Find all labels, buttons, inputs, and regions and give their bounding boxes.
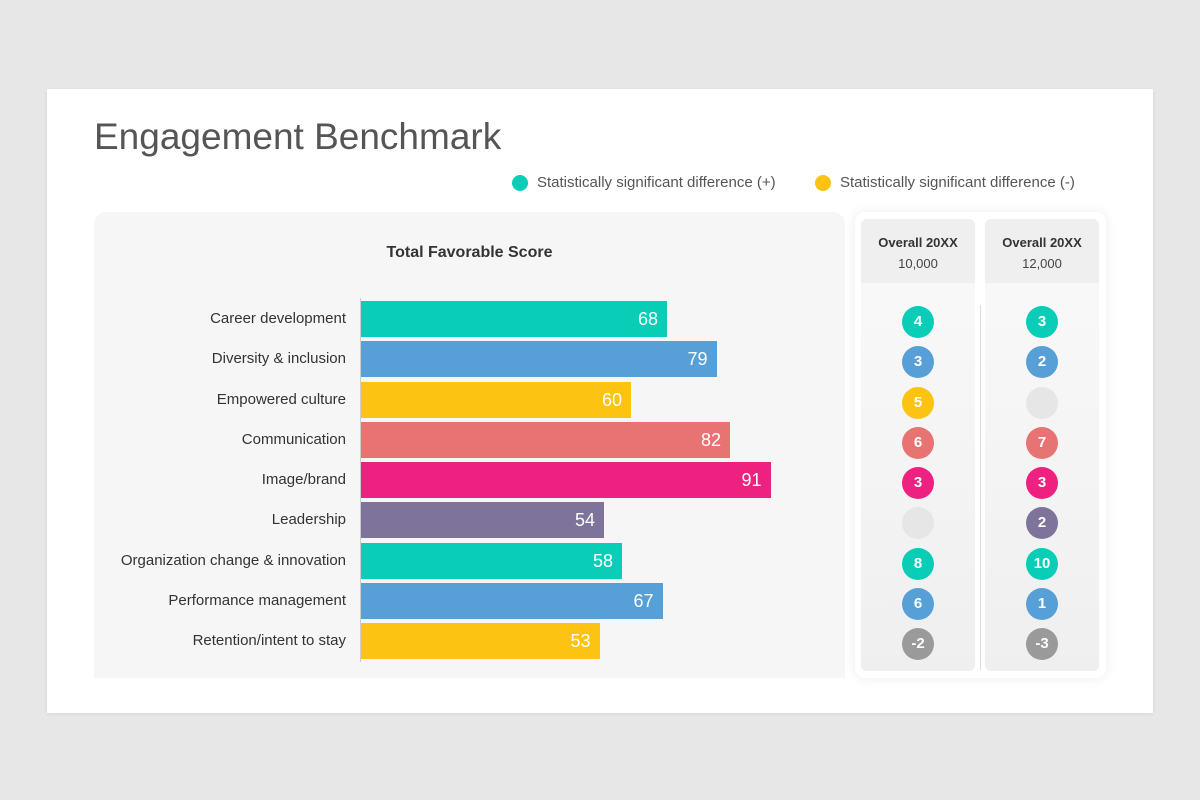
category-label: Organization change & innovation <box>120 552 346 569</box>
difference-badge: 8 <box>902 548 934 580</box>
legend-item-positive: Statistically significant difference (+) <box>512 174 776 191</box>
bar: 68 <box>361 301 667 337</box>
column-header: Overall 20XX 10,000 <box>861 219 975 283</box>
difference-badge: 7 <box>1026 427 1058 459</box>
difference-badge: 6 <box>902 588 934 620</box>
difference-badge: -3 <box>1026 628 1058 660</box>
category-label: Leadership <box>271 511 346 528</box>
difference-badge: 2 <box>1026 346 1058 378</box>
bar: 53 <box>361 623 600 659</box>
difference-badge: 3 <box>902 346 934 378</box>
category-label: Career development <box>210 310 346 327</box>
bar: 79 <box>361 341 717 377</box>
y-axis-line <box>360 298 361 662</box>
difference-badge: 4 <box>902 306 934 338</box>
chart-title: Total Favorable Score <box>386 244 553 261</box>
difference-badge: 3 <box>1026 306 1058 338</box>
bar-value-label: 54 <box>574 510 595 530</box>
difference-badge: -2 <box>902 628 934 660</box>
bar: 58 <box>361 543 622 579</box>
legend-dot <box>512 174 528 191</box>
bar-value-label: 67 <box>633 591 654 611</box>
category-label: Communication <box>241 431 346 448</box>
empty-difference-badge <box>1026 387 1058 419</box>
difference-badge: 3 <box>902 467 934 499</box>
column-title: Overall 20XX <box>1002 235 1082 250</box>
legend-label: Statistically significant difference (+) <box>537 174 776 191</box>
bar: 82 <box>361 422 730 458</box>
bar-value-label: 58 <box>592 551 613 571</box>
category-label: Retention/intent to stay <box>192 632 346 649</box>
category-label: Performance management <box>168 592 346 609</box>
legend-dot <box>815 174 831 191</box>
difference-badge: 5 <box>902 387 934 419</box>
column-divider <box>980 305 981 670</box>
column-header: Overall 20XX 12,000 <box>985 219 1099 283</box>
page-title: Engagement Benchmark <box>94 116 502 157</box>
bar: 60 <box>361 382 631 418</box>
difference-badge: 10 <box>1026 548 1058 580</box>
category-label: Diversity & inclusion <box>211 350 346 367</box>
bar-value-label: 91 <box>741 470 762 490</box>
column-title: Overall 20XX <box>878 235 958 250</box>
legend-item-negative: Statistically significant difference (-) <box>815 174 1075 191</box>
bar: 67 <box>361 583 663 619</box>
bar-value-label: 60 <box>601 390 622 410</box>
difference-badge: 1 <box>1026 588 1058 620</box>
category-label: Empowered culture <box>216 391 346 408</box>
difference-badge: 3 <box>1026 467 1058 499</box>
bar-value-label: 79 <box>687 349 708 369</box>
empty-difference-badge <box>902 507 934 539</box>
bar: 54 <box>361 502 604 538</box>
bar: 91 <box>361 462 771 498</box>
difference-badge: 2 <box>1026 507 1058 539</box>
bar-value-label: 53 <box>570 631 591 651</box>
difference-badge: 6 <box>902 427 934 459</box>
column-count: 12,000 <box>1022 256 1062 271</box>
column-count: 10,000 <box>898 256 938 271</box>
bar-value-label: 68 <box>637 309 658 329</box>
legend-label: Statistically significant difference (-) <box>840 174 1075 191</box>
bar-value-label: 82 <box>700 430 721 450</box>
category-label: Image/brand <box>261 471 346 488</box>
